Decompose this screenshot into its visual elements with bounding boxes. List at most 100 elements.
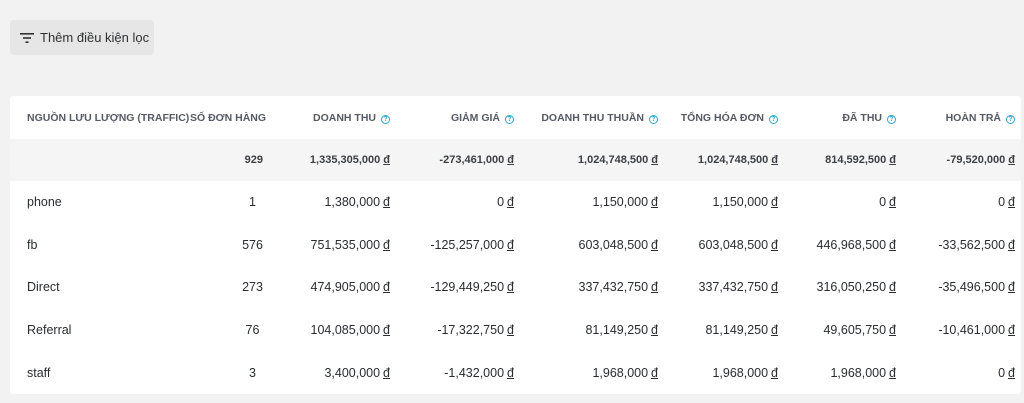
currency-symbol: đ bbox=[651, 280, 658, 295]
amount-cell: 814,592,500 đ bbox=[784, 139, 902, 181]
traffic-source-cell: fb bbox=[10, 224, 190, 267]
help-icon[interactable]: ? bbox=[1006, 114, 1015, 124]
table-row[interactable]: fb 576 751,535,000 đ -125,257,000 đ 603,048,50… bbox=[10, 224, 1021, 267]
cell-value: 0 bbox=[998, 365, 1006, 380]
cell-value: 446,968,500 bbox=[816, 237, 887, 252]
column-header-label: NGUỒN LƯU LƯỢNG (TRAFFIC) bbox=[27, 111, 190, 124]
cell-value: 3,400,000 bbox=[324, 365, 381, 380]
amount-cell: 3,400,000 đ bbox=[270, 351, 396, 394]
table-row[interactable]: Direct 273 474,905,000 đ -129,449,250 đ 337,43… bbox=[10, 266, 1021, 309]
currency-symbol: đ bbox=[1008, 237, 1015, 252]
help-icon[interactable]: ? bbox=[505, 114, 514, 124]
cell-value: 3 bbox=[249, 365, 256, 380]
column-header-label: DOANH THU THUẦN bbox=[541, 111, 644, 124]
amount-cell: 1,968,000 đ bbox=[664, 351, 784, 394]
table-row[interactable]: Referral 76 104,085,000 đ -17,322,750 đ 81,149… bbox=[10, 309, 1021, 352]
amount-cell: 1,150,000 đ bbox=[664, 181, 784, 224]
cell-value: 603,048,500 bbox=[578, 237, 649, 252]
column-header-label: HOÀN TRẢ bbox=[945, 111, 1001, 124]
currency-symbol: đ bbox=[1008, 154, 1015, 166]
cell-value: 337,432,750 bbox=[578, 280, 649, 295]
column-header[interactable]: GIẢM GIÁ? bbox=[396, 96, 520, 139]
traffic-report-card: NGUỒN LƯU LƯỢNG (TRAFFIC) SỐ ĐƠN HÀNG DOAN… bbox=[10, 96, 1021, 394]
currency-symbol: đ bbox=[889, 195, 896, 210]
cell-value: -17,322,750 bbox=[437, 323, 505, 338]
order-count-cell: 576 bbox=[190, 224, 270, 267]
column-header[interactable]: DOANH THU? bbox=[270, 96, 396, 139]
amount-cell: 1,024,748,500 đ bbox=[520, 139, 664, 181]
cell-value: staff bbox=[27, 365, 51, 380]
amount-cell: 1,968,000 đ bbox=[784, 351, 902, 394]
currency-symbol: đ bbox=[889, 154, 896, 166]
add-filter-button[interactable]: Thêm điều kiện lọc bbox=[10, 20, 154, 55]
cell-value: 1 bbox=[249, 195, 256, 210]
amount-cell: 49,605,750 đ bbox=[784, 309, 902, 352]
currency-symbol: đ bbox=[507, 365, 514, 380]
cell-value: 603,048,500 bbox=[698, 237, 769, 252]
cell-value: 273 bbox=[242, 280, 263, 295]
currency-symbol: đ bbox=[1008, 280, 1015, 295]
cell-value: 81,149,250 bbox=[585, 323, 649, 338]
amount-cell: -129,449,250 đ bbox=[396, 266, 520, 309]
cell-value: -1,432,000 bbox=[444, 365, 505, 380]
cell-value: 929 bbox=[244, 154, 263, 166]
currency-symbol: đ bbox=[771, 195, 778, 210]
currency-symbol: đ bbox=[651, 365, 658, 380]
amount-cell: 1,380,000 đ bbox=[270, 181, 396, 224]
cell-value: 337,432,750 bbox=[698, 280, 769, 295]
currency-symbol: đ bbox=[383, 195, 390, 210]
cell-value: phone bbox=[27, 195, 62, 210]
amount-cell: 337,432,750 đ bbox=[520, 266, 664, 309]
cell-value: 576 bbox=[242, 237, 263, 252]
currency-symbol: đ bbox=[651, 237, 658, 252]
cell-value: -125,257,000 bbox=[430, 237, 505, 252]
currency-symbol: đ bbox=[383, 237, 390, 252]
column-header[interactable]: ĐÃ THU? bbox=[784, 96, 902, 139]
cell-value: 474,905,000 bbox=[310, 280, 381, 295]
amount-cell: 603,048,500 đ bbox=[664, 224, 784, 267]
table-row[interactable]: staff 3 3,400,000 đ -1,432,000 đ 1,968,000 đ 1,9… bbox=[10, 351, 1021, 394]
cell-value: -10,461,000 bbox=[938, 323, 1006, 338]
amount-cell: -273,461,000 đ bbox=[396, 139, 520, 181]
table-row[interactable]: phone 1 1,380,000 đ 0 đ 1,150,000 đ 1,150,000 đ 0 đ… bbox=[10, 181, 1021, 224]
currency-symbol: đ bbox=[771, 280, 778, 295]
cell-value: Referral bbox=[27, 323, 72, 338]
column-header[interactable]: SỐ ĐƠN HÀNG bbox=[190, 96, 270, 139]
cell-value: -33,562,500 bbox=[938, 237, 1006, 252]
cell-value: 751,535,000 bbox=[310, 237, 381, 252]
cell-value: 1,968,000 bbox=[830, 365, 887, 380]
help-icon[interactable]: ? bbox=[649, 114, 658, 124]
currency-symbol: đ bbox=[771, 323, 778, 338]
currency-symbol: đ bbox=[1008, 323, 1015, 338]
cell-value: -129,449,250 bbox=[430, 280, 505, 295]
cell-value: 1,335,305,000 bbox=[309, 154, 381, 166]
amount-cell: 446,968,500 đ bbox=[784, 224, 902, 267]
amount-cell: -79,520,000 đ bbox=[902, 139, 1021, 181]
cell-value: 81,149,250 bbox=[705, 323, 769, 338]
currency-symbol: đ bbox=[651, 323, 658, 338]
column-header-label: GIẢM GIÁ bbox=[451, 111, 500, 124]
column-header-label: ĐÃ THU bbox=[842, 111, 882, 124]
column-header-label: DOANH THU bbox=[313, 111, 376, 124]
column-header[interactable]: DOANH THU THUẦN? bbox=[520, 96, 664, 139]
amount-cell: 81,149,250 đ bbox=[520, 309, 664, 352]
help-icon[interactable]: ? bbox=[769, 114, 778, 124]
amount-cell: 603,048,500 đ bbox=[520, 224, 664, 267]
cell-value: 814,592,500 bbox=[825, 154, 887, 166]
amount-cell: 474,905,000 đ bbox=[270, 266, 396, 309]
totals-row: 929 1,335,305,000 đ -273,461,000 đ 1,024,748,… bbox=[10, 139, 1021, 181]
currency-symbol: đ bbox=[507, 280, 514, 295]
help-icon[interactable]: ? bbox=[887, 114, 896, 124]
currency-symbol: đ bbox=[507, 323, 514, 338]
amount-cell: -1,432,000 đ bbox=[396, 351, 520, 394]
column-header[interactable]: HOÀN TRẢ? bbox=[902, 96, 1021, 139]
amount-cell: 1,968,000 đ bbox=[520, 351, 664, 394]
cell-value: 0 bbox=[497, 195, 505, 210]
cell-value: 316,050,250 bbox=[816, 280, 887, 295]
traffic-report-table: NGUỒN LƯU LƯỢNG (TRAFFIC) SỐ ĐƠN HÀNG DOAN… bbox=[10, 96, 1021, 394]
column-header[interactable]: TỔNG HÓA ĐƠN? bbox=[664, 96, 784, 139]
amount-cell: 1,150,000 đ bbox=[520, 181, 664, 224]
column-header[interactable]: NGUỒN LƯU LƯỢNG (TRAFFIC) bbox=[10, 96, 190, 139]
help-icon[interactable]: ? bbox=[381, 114, 390, 124]
order-count-cell: 3 bbox=[190, 351, 270, 394]
